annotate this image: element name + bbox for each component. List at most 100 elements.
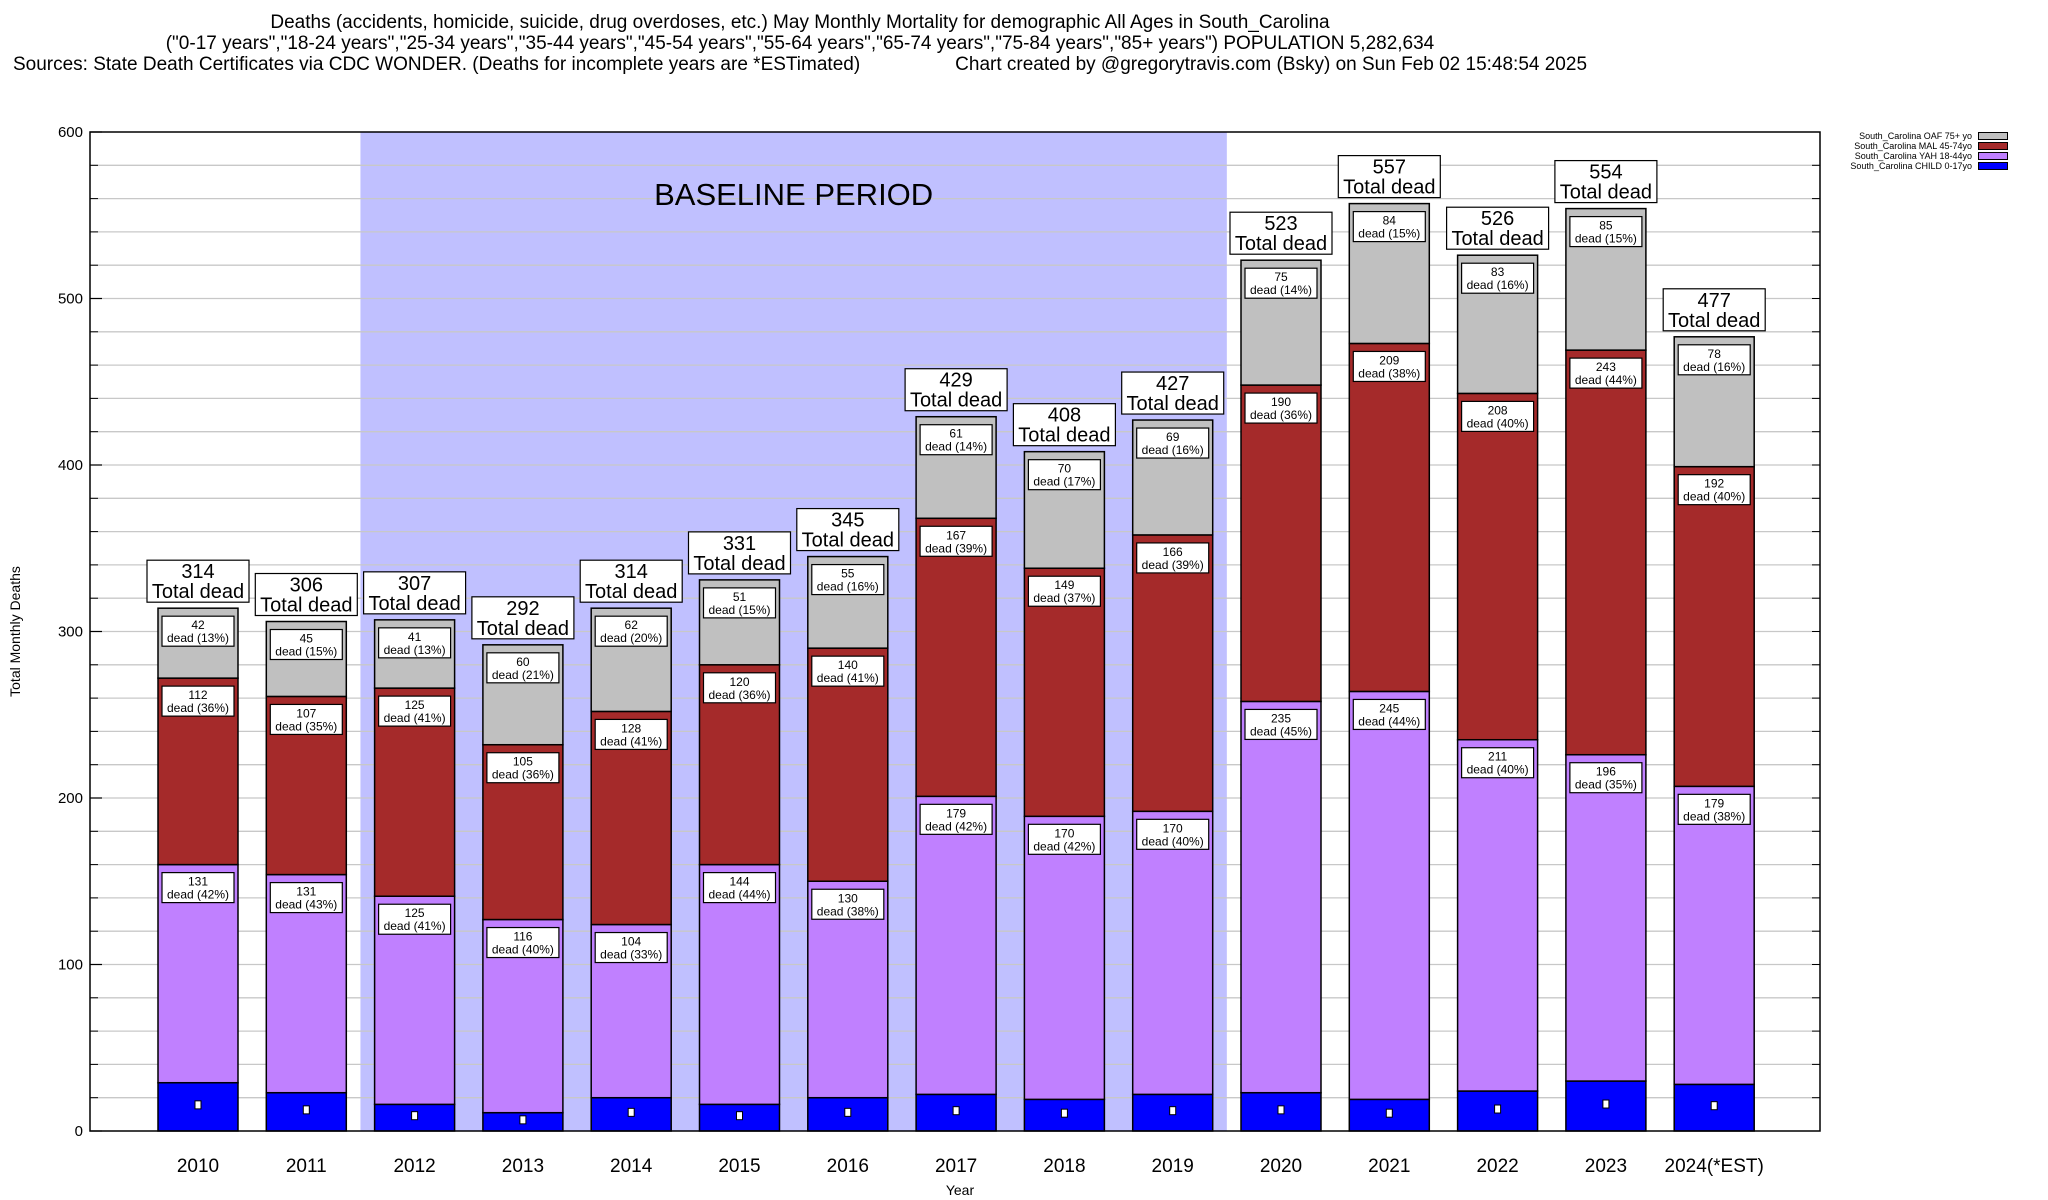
- y-tick-label: 200: [58, 790, 83, 807]
- segment-percent-label: dead (16%): [1142, 443, 1204, 457]
- segment-label-box: [1027, 459, 1102, 491]
- y-tick-label: 100: [58, 957, 83, 974]
- total-label-box: [1121, 371, 1225, 415]
- segment-label-box: [1677, 474, 1751, 506]
- legend-swatch: [1978, 142, 2008, 150]
- total-dead-label: Total dead: [1560, 182, 1652, 204]
- legend-item: South_Carolina YAH 18-44yo: [1850, 151, 2008, 161]
- segment-value-label: 245: [1379, 701, 1399, 715]
- x-tick-label: 2011: [286, 1156, 327, 1177]
- segment-percent-label: dead (38%): [817, 904, 879, 918]
- x-tick-label: 2020: [1260, 1156, 1302, 1177]
- chart-sources: Sources: State Death Certificates via CD…: [12, 54, 861, 75]
- legend-swatch: [1978, 162, 2008, 170]
- total-dead-label: Total dead: [910, 390, 1002, 412]
- segment-value-label: 190: [1271, 395, 1291, 409]
- segment-percent-label: dead (36%): [708, 688, 770, 702]
- segment-value-label: 144: [729, 875, 749, 889]
- segment-label-box: [1569, 762, 1643, 794]
- total-label-box: [1554, 159, 1658, 204]
- bar-segment-yah: [1240, 700, 1322, 1094]
- total-value-label: 292: [506, 598, 539, 620]
- total-value-label: 554: [1589, 162, 1622, 184]
- segment-value-label: 116: [513, 930, 532, 944]
- x-tick-label: 2022: [1476, 1156, 1518, 1177]
- child-marker: [411, 1111, 419, 1121]
- segment-label-box: [1352, 350, 1426, 383]
- segment-percent-label: dead (42%): [167, 888, 229, 902]
- segment-percent-label: dead (42%): [925, 819, 987, 833]
- segment-percent-label: dead (21%): [492, 668, 554, 682]
- segment-percent-label: dead (40%): [1683, 490, 1745, 504]
- bar-segment-mal: [1456, 392, 1539, 741]
- segment-label-box: [1460, 262, 1535, 294]
- total-value-label: 307: [398, 573, 431, 595]
- chart-subtitle: ("0-17 years","18-24 years","25-34 years…: [165, 33, 1435, 54]
- x-tick-label: 2017: [935, 1156, 977, 1177]
- segment-percent-label: dead (16%): [817, 580, 879, 594]
- segment-percent-label: dead (36%): [492, 768, 554, 782]
- bar-segment-child: [1456, 1090, 1539, 1132]
- total-value-label: 427: [1156, 373, 1189, 395]
- segment-percent-label: dead (38%): [1358, 366, 1420, 380]
- segment-percent-label: dead (43%): [275, 898, 337, 912]
- segment-value-label: 61: [949, 427, 963, 441]
- segment-percent-label: dead (15%): [1358, 227, 1420, 241]
- legend-item: South_Carolina MAL 45-74yo: [1850, 141, 2008, 151]
- segment-percent-label: dead (38%): [1683, 809, 1745, 823]
- segment-percent-label: dead (39%): [1142, 558, 1204, 572]
- segment-label-box: [702, 587, 777, 619]
- child-marker: [1602, 1099, 1610, 1109]
- bar-segment-yah: [1565, 753, 1647, 1082]
- child-marker: [519, 1115, 527, 1125]
- bar-segment-yah: [1348, 690, 1431, 1101]
- segment-value-label: 51: [733, 590, 747, 604]
- chart-titles: Deaths (accidents, homicide, suicide, dr…: [0, 12, 1600, 75]
- legend-label: South_Carolina MAL 45-74yo: [1854, 141, 1972, 151]
- segment-percent-label: dead (36%): [167, 701, 229, 715]
- segment-percent-label: dead (35%): [1575, 778, 1637, 792]
- x-axis-label: Year: [946, 1182, 975, 1198]
- segment-label-box: [1244, 267, 1318, 299]
- segment-percent-label: dead (41%): [600, 734, 662, 748]
- x-tick-label: 2021: [1368, 1156, 1410, 1177]
- total-label-box: [1445, 206, 1550, 250]
- segment-value-label: 170: [1054, 826, 1074, 840]
- child-marker: [736, 1111, 743, 1121]
- child-marker: [627, 1107, 635, 1117]
- child-marker: [1169, 1106, 1177, 1116]
- total-label-box: [687, 531, 792, 575]
- segment-percent-label: dead (44%): [1575, 373, 1637, 387]
- segment-label-box: [161, 685, 235, 717]
- bar-segment-yah: [1456, 738, 1539, 1092]
- total-dead-label: Total dead: [152, 581, 244, 603]
- total-dead-label: Total dead: [1451, 228, 1543, 250]
- x-tick-label: 2024(*EST): [1665, 1156, 1764, 1177]
- chart-legend: South_Carolina OAF 75+ yo South_Carolina …: [1850, 131, 2008, 171]
- y-tick-label: 600: [58, 124, 83, 141]
- segment-value-label: 179: [1704, 796, 1724, 810]
- segment-percent-label: dead (16%): [1683, 360, 1745, 374]
- segment-value-label: 104: [621, 935, 641, 949]
- total-dead-label: Total dead: [368, 593, 460, 615]
- bar-segment-yah: [1673, 785, 1755, 1086]
- segment-percent-label: dead (40%): [492, 943, 554, 957]
- segment-value-label: 85: [1599, 219, 1613, 233]
- child-marker: [302, 1105, 310, 1115]
- segment-percent-label: dead (15%): [1575, 232, 1637, 246]
- segment-label-box: [919, 525, 993, 557]
- y-tick-label: 300: [58, 624, 83, 641]
- y-axis-label: Total Monthly Deaths: [7, 566, 23, 697]
- segment-value-label: 55: [841, 567, 855, 581]
- segment-percent-label: dead (13%): [384, 643, 446, 657]
- total-dead-label: Total dead: [477, 618, 569, 640]
- total-value-label: 557: [1373, 157, 1406, 179]
- segment-value-label: 166: [1163, 545, 1183, 559]
- segment-percent-label: dead (40%): [1467, 763, 1529, 777]
- segment-value-label: 179: [946, 806, 966, 820]
- chart-source-line: Sources: State Death Certificates via CD…: [0, 54, 1600, 75]
- segment-label-box: [811, 655, 885, 687]
- segment-label-box: [1244, 392, 1318, 424]
- segment-label-box: [594, 718, 668, 751]
